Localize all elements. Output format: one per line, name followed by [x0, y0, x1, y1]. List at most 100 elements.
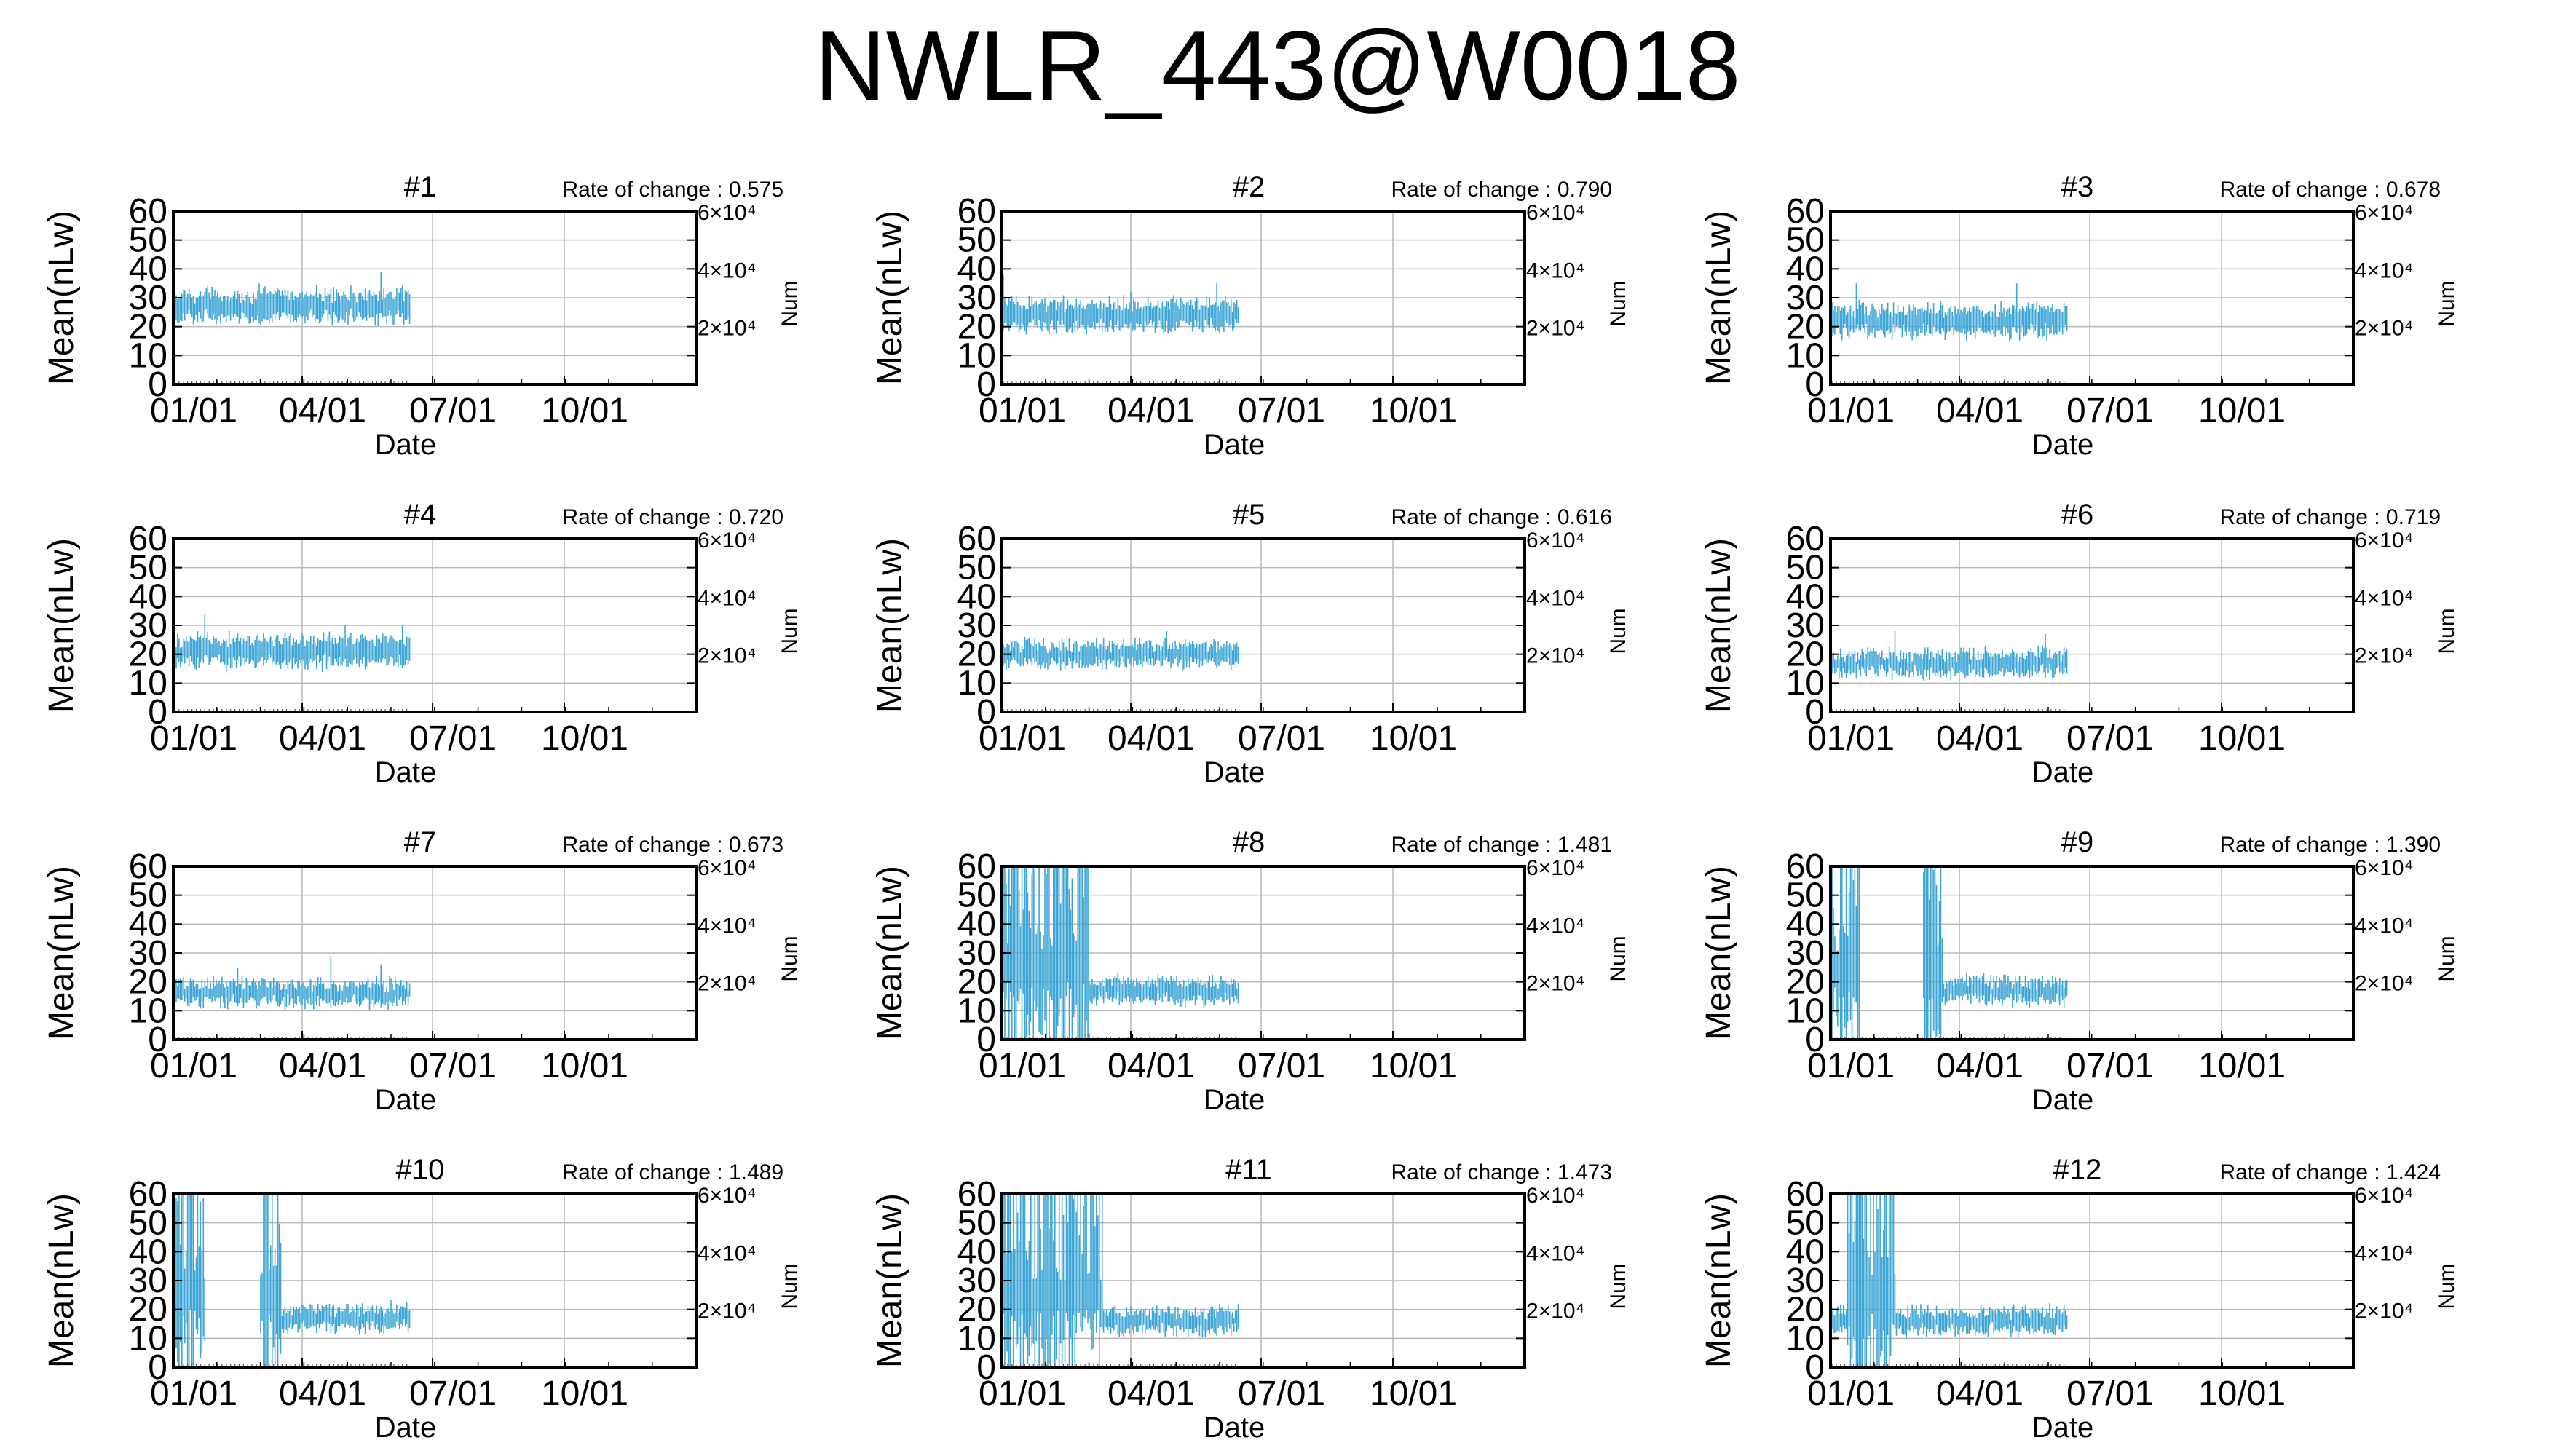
y-tick-label: 0 — [148, 1348, 167, 1387]
x-tick-label: 07/01 — [2066, 1047, 2154, 1085]
subplot-title: #9 — [2061, 826, 2094, 858]
y2-tick-label: 2×10⁴ — [2355, 1299, 2413, 1324]
x-tick-label: 01/01 — [150, 392, 237, 430]
y-tick-label: 50 — [957, 549, 996, 587]
y-tick-label: 10 — [1786, 992, 1825, 1030]
x-axis-label: Date — [375, 1412, 437, 1444]
x-tick-label: 07/01 — [2066, 719, 2154, 758]
y-tick-label: 60 — [1786, 192, 1825, 231]
y2-tick-label: 6×10⁴ — [1526, 201, 1584, 225]
y2-tick-label: 2×10⁴ — [1526, 644, 1584, 668]
y2-tick-label: 6×10⁴ — [2355, 1184, 2413, 1208]
y-tick-label: 20 — [957, 1291, 996, 1329]
y2-tick-label: 4×10⁴ — [1526, 258, 1584, 282]
rate-of-change-label: Rate of change : 0.720 — [562, 505, 783, 529]
rate-of-change-label: Rate of change : 0.719 — [2219, 505, 2441, 529]
y2-tick-label: 6×10⁴ — [1526, 529, 1584, 553]
y-tick-label: 20 — [1786, 1291, 1825, 1329]
x-axis-label: Date — [1204, 756, 1265, 788]
x-tick-label: 07/01 — [409, 719, 497, 758]
y-tick-label: 0 — [148, 693, 167, 732]
subplot-title: #8 — [1233, 826, 1265, 858]
subplot-title: #1 — [404, 171, 437, 203]
x-tick-label: 10/01 — [541, 719, 628, 758]
x-tick-label: 04/01 — [279, 1374, 366, 1413]
x-tick-label: 10/01 — [1370, 392, 1457, 430]
y2-tick-label: 4×10⁴ — [2355, 586, 2413, 610]
y-tick-label: 10 — [1786, 336, 1825, 375]
x-axis-label: Date — [2032, 429, 2094, 461]
y-tick-label: 40 — [129, 577, 167, 616]
y2-tick-label: 4×10⁴ — [1526, 914, 1584, 938]
y-axis-label: Mean(nLw) — [42, 866, 81, 1040]
y-tick-label: 20 — [1786, 308, 1825, 347]
y-tick-label: 30 — [957, 934, 996, 973]
y-tick-label: 20 — [129, 636, 167, 674]
y-tick-label: 30 — [1786, 1262, 1825, 1300]
x-tick-label: 01/01 — [150, 1374, 237, 1413]
y-tick-label: 30 — [129, 606, 167, 645]
series-bars — [1003, 1194, 1239, 1367]
y-tick-label: 10 — [957, 992, 996, 1030]
y2-tick-label: 4×10⁴ — [2355, 914, 2413, 938]
y-tick-label: 10 — [957, 664, 996, 703]
y-tick-label: 10 — [957, 1319, 996, 1358]
y-axis-label: Mean(nLw) — [871, 1193, 909, 1368]
y-tick-label: 30 — [957, 606, 996, 645]
series-bars — [1831, 630, 2068, 681]
y2-tick-label: 4×10⁴ — [698, 258, 756, 282]
rate-of-change-label: Rate of change : 1.473 — [1391, 1160, 1612, 1184]
y-axis-label: Mean(nLw) — [871, 866, 909, 1040]
y-tick-label: 0 — [1805, 693, 1825, 732]
page-title: NWLR_443@W0018 — [814, 10, 1741, 121]
y-tick-label: 50 — [129, 221, 167, 260]
y2-axis-label: Num — [778, 1263, 802, 1309]
y-tick-label: 50 — [957, 221, 996, 260]
rate-of-change-label: Rate of change : 1.424 — [2219, 1160, 2441, 1184]
y2-axis-label: Num — [1606, 935, 1630, 981]
y-tick-label: 0 — [1805, 1348, 1825, 1387]
y2-tick-label: 6×10⁴ — [2355, 529, 2413, 553]
y-tick-label: 10 — [129, 1319, 167, 1358]
x-tick-label: 01/01 — [150, 719, 237, 758]
rate-of-change-label: Rate of change : 0.678 — [2219, 178, 2441, 202]
y2-axis-label: Num — [1606, 1263, 1630, 1309]
x-axis-label: Date — [2032, 756, 2094, 788]
y2-tick-label: 4×10⁴ — [698, 1241, 756, 1265]
rate-of-change-label: Rate of change : 1.390 — [2219, 833, 2441, 857]
y-tick-label: 40 — [1786, 577, 1825, 616]
y2-tick-label: 2×10⁴ — [698, 317, 756, 341]
y-axis-label: Mean(nLw) — [1699, 538, 1738, 713]
x-tick-label: 01/01 — [1807, 1374, 1895, 1413]
y-tick-label: 40 — [957, 1233, 996, 1271]
rate-of-change-label: Rate of change : 0.790 — [1391, 178, 1612, 202]
y-tick-label: 60 — [1786, 1175, 1825, 1214]
y2-tick-label: 6×10⁴ — [698, 856, 756, 880]
y2-tick-label: 2×10⁴ — [698, 644, 756, 668]
y-tick-label: 40 — [129, 250, 167, 288]
y-tick-label: 30 — [129, 934, 167, 973]
x-tick-label: 01/01 — [1807, 392, 1895, 430]
y2-axis-label: Num — [778, 608, 802, 654]
y2-tick-label: 2×10⁴ — [2355, 317, 2413, 341]
y-tick-label: 60 — [1786, 847, 1825, 886]
y2-axis-label: Num — [2435, 608, 2459, 654]
y-axis-label: Mean(nLw) — [1699, 866, 1738, 1040]
y-tick-label: 10 — [129, 664, 167, 703]
y-tick-label: 50 — [957, 1204, 996, 1243]
x-tick-label: 01/01 — [979, 1047, 1066, 1085]
y-tick-label: 40 — [1786, 250, 1825, 288]
rate-of-change-label: Rate of change : 1.481 — [1391, 833, 1612, 857]
x-tick-label: 10/01 — [541, 1374, 628, 1413]
y-tick-label: 20 — [129, 963, 167, 1002]
x-axis-label: Date — [1204, 1084, 1265, 1116]
rate-of-change-label: Rate of change : 0.575 — [562, 178, 783, 202]
y-tick-label: 50 — [129, 1204, 167, 1243]
subplot-title: #3 — [2061, 171, 2094, 203]
